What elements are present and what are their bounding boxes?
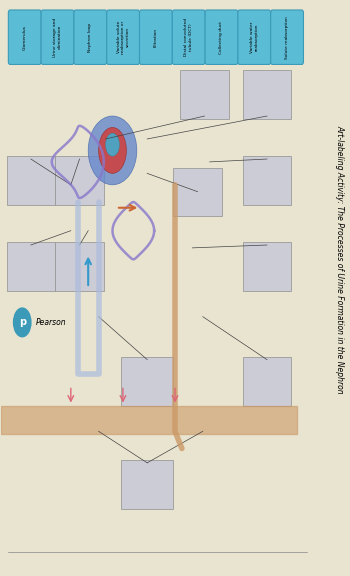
FancyBboxPatch shape xyxy=(180,70,229,119)
Ellipse shape xyxy=(99,127,126,173)
FancyBboxPatch shape xyxy=(7,156,55,205)
FancyBboxPatch shape xyxy=(55,156,104,205)
Text: Urine storage and
elimination: Urine storage and elimination xyxy=(53,18,62,57)
FancyBboxPatch shape xyxy=(121,357,173,406)
Text: Nephron loop: Nephron loop xyxy=(88,22,92,52)
FancyBboxPatch shape xyxy=(243,156,291,205)
FancyBboxPatch shape xyxy=(74,10,107,65)
FancyBboxPatch shape xyxy=(243,357,291,406)
Text: Pearson: Pearson xyxy=(36,318,67,327)
FancyBboxPatch shape xyxy=(173,168,222,217)
FancyBboxPatch shape xyxy=(140,10,172,65)
FancyBboxPatch shape xyxy=(41,10,74,65)
FancyBboxPatch shape xyxy=(55,242,104,291)
FancyBboxPatch shape xyxy=(7,242,55,291)
FancyBboxPatch shape xyxy=(238,10,271,65)
Circle shape xyxy=(14,308,31,337)
Ellipse shape xyxy=(88,116,137,185)
Ellipse shape xyxy=(106,133,119,156)
FancyBboxPatch shape xyxy=(243,242,291,291)
Text: Art-labeling Activity: The Processes of Urine Formation in the Nephron: Art-labeling Activity: The Processes of … xyxy=(335,125,344,393)
Text: p: p xyxy=(19,317,26,327)
FancyBboxPatch shape xyxy=(107,10,140,65)
FancyBboxPatch shape xyxy=(121,460,173,509)
FancyBboxPatch shape xyxy=(172,10,205,65)
FancyBboxPatch shape xyxy=(205,10,238,65)
FancyBboxPatch shape xyxy=(8,10,41,65)
Text: Collecting duct: Collecting duct xyxy=(219,21,224,54)
Text: Glomerulus: Glomerulus xyxy=(23,25,27,50)
Text: Filtration: Filtration xyxy=(154,28,158,47)
Text: Variable solute
reabsorption or
secretion: Variable solute reabsorption or secretio… xyxy=(117,21,130,54)
Text: Solute reabsorption: Solute reabsorption xyxy=(285,16,289,59)
FancyBboxPatch shape xyxy=(243,70,291,119)
FancyBboxPatch shape xyxy=(271,10,303,65)
Text: Distal convoluted
tubule (DCT): Distal convoluted tubule (DCT) xyxy=(184,18,193,56)
Text: Variable water
reabsorption: Variable water reabsorption xyxy=(250,21,259,53)
